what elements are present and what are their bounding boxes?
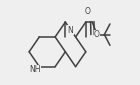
- Text: N: N: [68, 26, 73, 35]
- Text: O: O: [94, 30, 100, 39]
- Text: O: O: [84, 7, 90, 16]
- Text: NH: NH: [29, 65, 41, 74]
